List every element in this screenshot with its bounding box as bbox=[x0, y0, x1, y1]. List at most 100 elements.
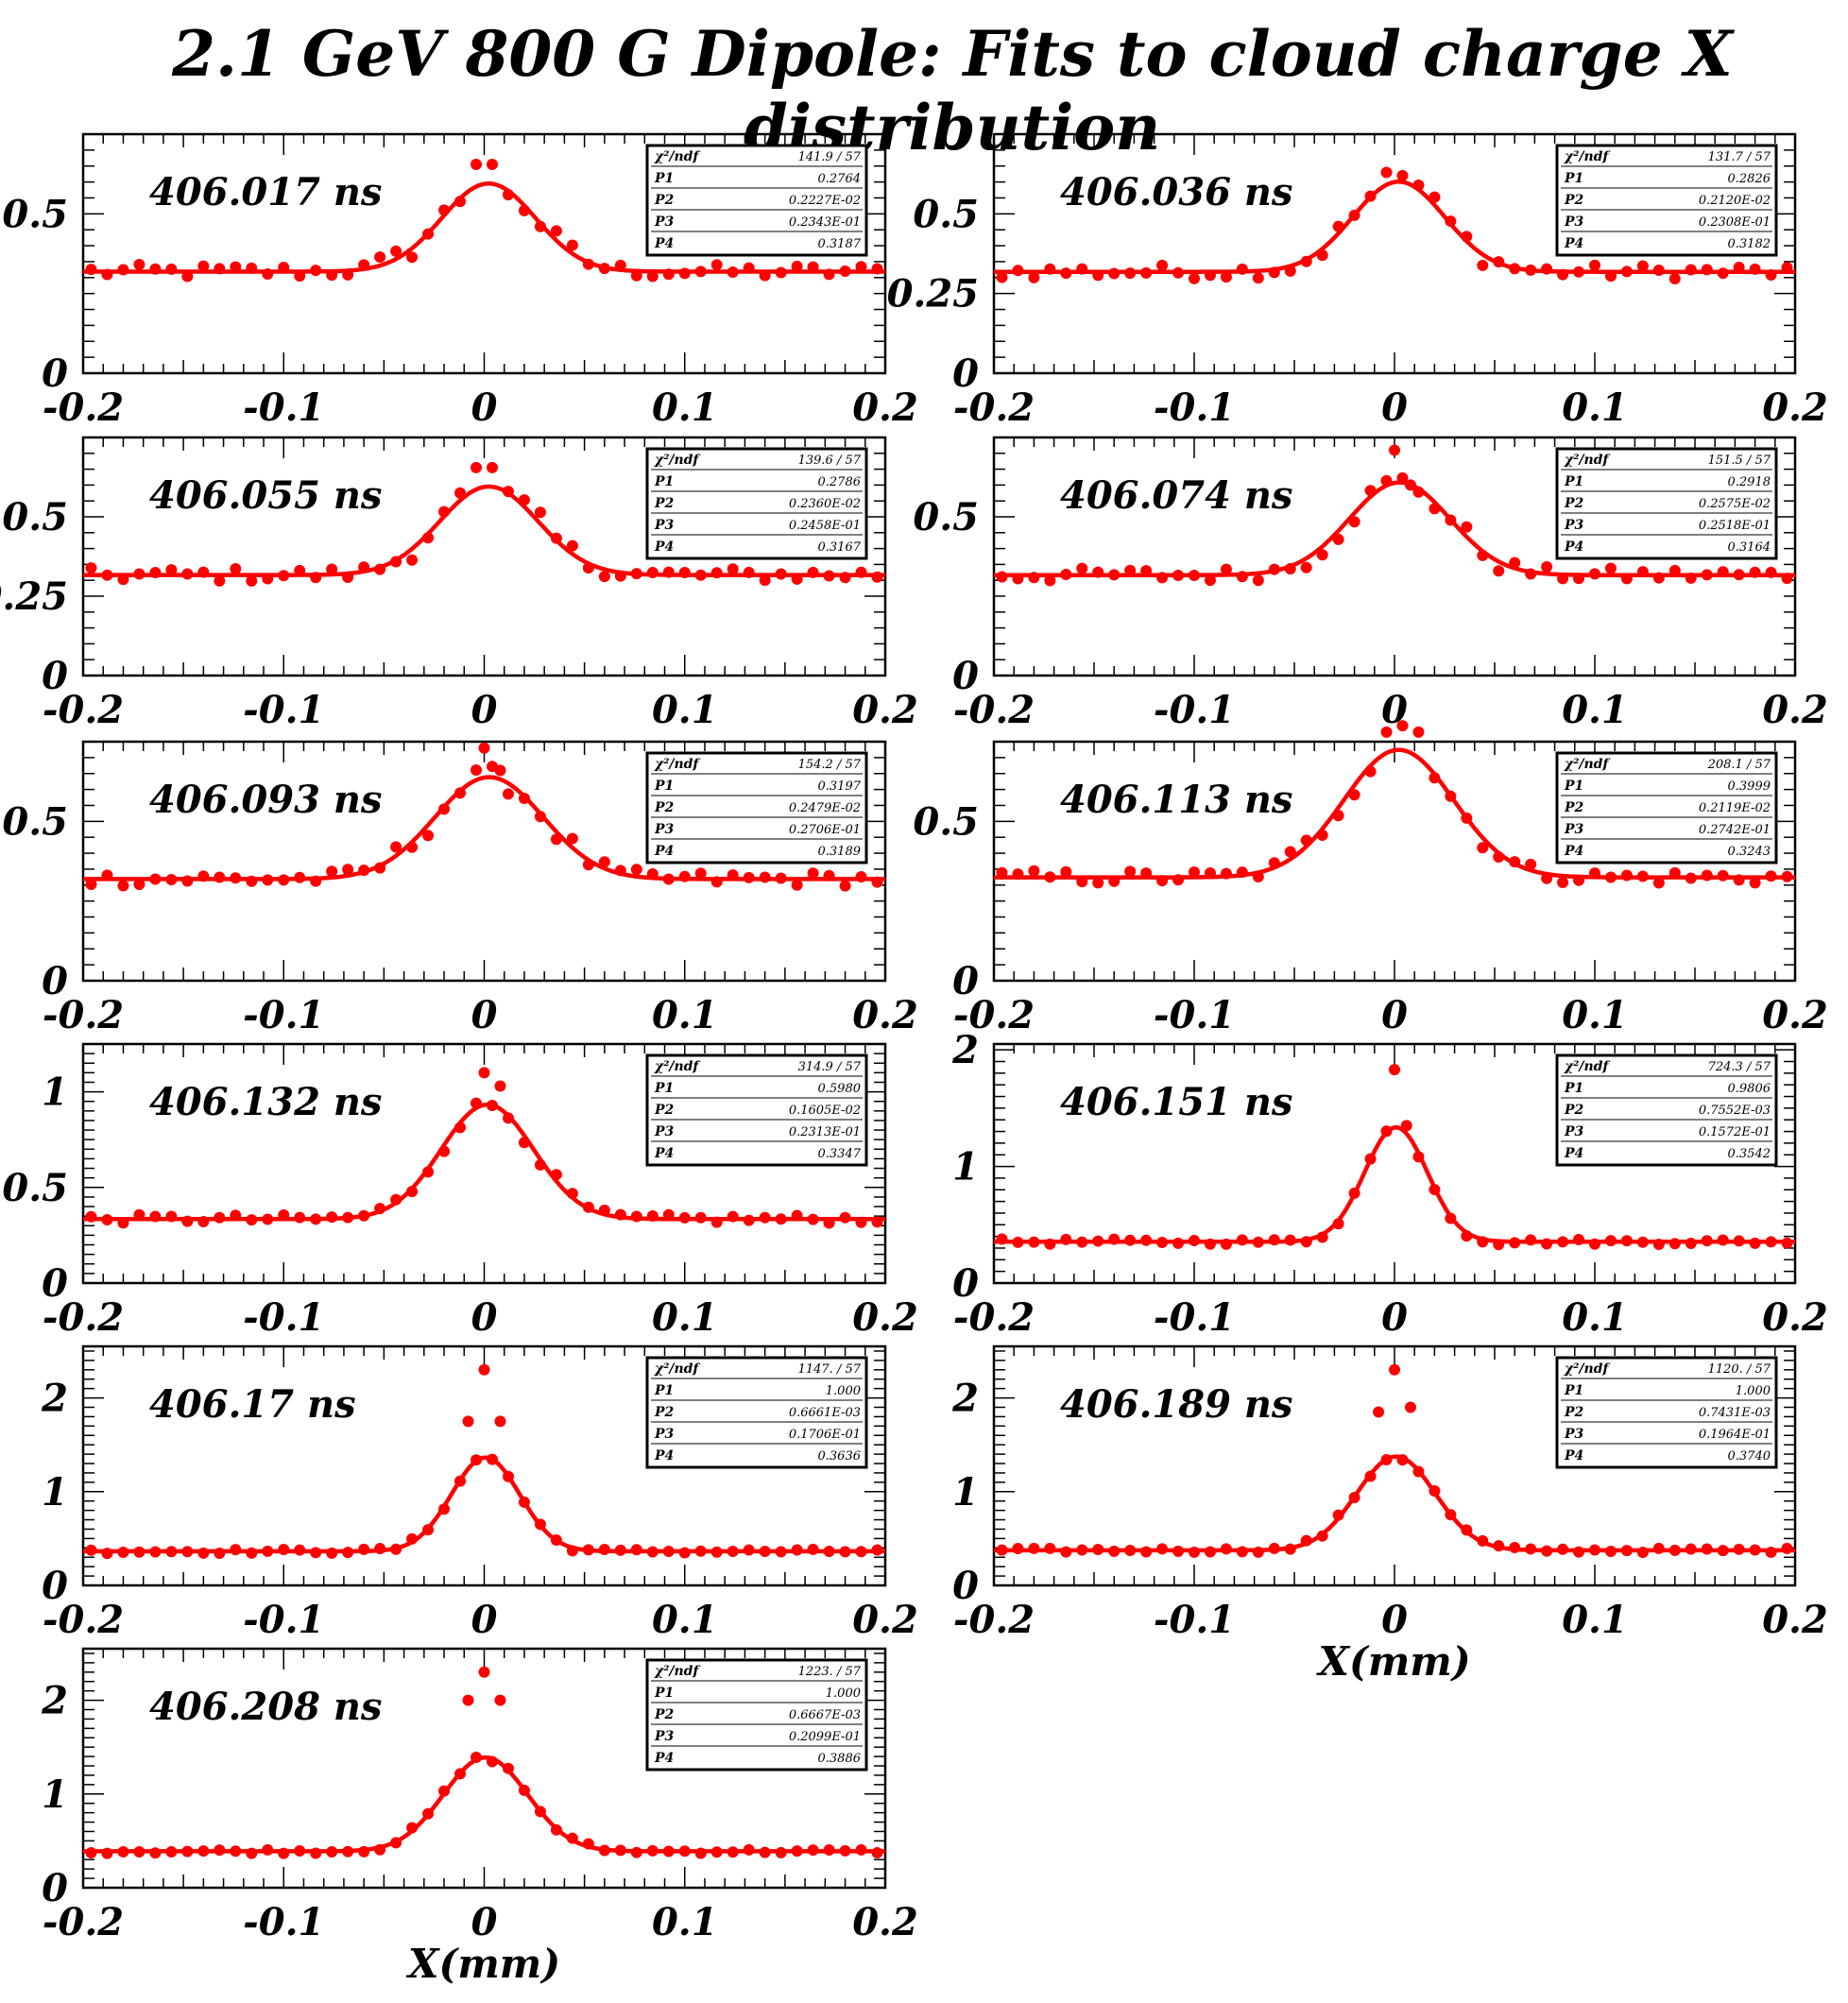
data-point bbox=[1028, 271, 1040, 283]
panel-3: -0.2 -0.1 0 0.1 0.2 0 0.25 0.5 406.055 ns χ²/ndf 1… bbox=[0, 436, 918, 732]
data-point bbox=[133, 1546, 145, 1558]
y-tick-label: 2 bbox=[41, 1679, 68, 1723]
data-point bbox=[694, 867, 707, 880]
data-point bbox=[390, 1837, 402, 1849]
stats-param-label: P3 bbox=[1564, 518, 1584, 533]
data-point bbox=[1749, 1544, 1761, 1556]
data-point bbox=[1284, 1234, 1296, 1246]
data-point bbox=[454, 487, 467, 499]
data-point bbox=[1124, 564, 1137, 576]
data-point bbox=[85, 1846, 97, 1858]
data-point bbox=[582, 1201, 594, 1213]
data-point bbox=[1765, 870, 1777, 882]
data-point bbox=[791, 1209, 803, 1222]
stats-box bbox=[645, 447, 868, 560]
data-point bbox=[85, 264, 97, 276]
stats-param-value: 0.3636 bbox=[818, 1449, 862, 1464]
stats-param-value: 0.3167 bbox=[818, 540, 862, 555]
x-tick-label: -0.2 bbox=[43, 1295, 124, 1340]
data-point bbox=[1060, 267, 1072, 280]
data-point bbox=[1316, 1231, 1328, 1243]
data-point bbox=[1525, 264, 1537, 276]
data-point bbox=[1268, 857, 1280, 869]
data-point bbox=[1236, 1546, 1248, 1558]
data-point bbox=[710, 876, 723, 888]
data-point bbox=[1668, 1238, 1681, 1250]
stats-param-value: 0.2786 bbox=[818, 475, 862, 489]
data-point bbox=[1509, 1237, 1521, 1249]
data-point bbox=[1589, 867, 1600, 880]
data-point bbox=[630, 1544, 642, 1556]
data-point bbox=[1749, 877, 1761, 889]
data-point bbox=[614, 1544, 626, 1556]
data-point bbox=[133, 568, 145, 580]
y-tick-label: 0 bbox=[42, 1564, 68, 1608]
data-point bbox=[1701, 1235, 1713, 1247]
panel-5: -0.2 -0.1 0 0.1 0.2 0 0.5 406.093 ns χ²/ndf 154.2… bbox=[2, 740, 918, 1037]
y-tick-label: 0.5 bbox=[913, 799, 979, 844]
data-point bbox=[1204, 1238, 1216, 1250]
data-point bbox=[278, 262, 290, 274]
data-point bbox=[791, 1845, 803, 1857]
panel-9: -0.2 -0.1 0 0.1 0.2 0 1 2 406.17 ns χ²/ndf 1147. /… bbox=[41, 1344, 918, 1642]
data-point bbox=[101, 1213, 113, 1225]
data-point bbox=[743, 1843, 755, 1856]
data-point bbox=[550, 1534, 562, 1547]
stats-chi2-value: 139.6 / 57 bbox=[798, 454, 862, 468]
data-point bbox=[727, 869, 739, 882]
data-point bbox=[342, 1845, 354, 1857]
data-point bbox=[566, 1832, 578, 1844]
data-point bbox=[1685, 264, 1697, 276]
stats-param-label: P1 bbox=[654, 474, 674, 489]
data-point bbox=[454, 1475, 467, 1487]
data-point bbox=[1765, 1546, 1777, 1558]
data-point bbox=[246, 1847, 258, 1859]
data-point bbox=[310, 875, 322, 887]
stats-param-value: 0.2575E-02 bbox=[1699, 497, 1771, 511]
data-point bbox=[1300, 1534, 1312, 1547]
x-tick-label: 0 bbox=[471, 385, 498, 430]
data-point bbox=[342, 268, 354, 281]
data-point bbox=[1557, 876, 1569, 888]
data-point bbox=[342, 1547, 354, 1559]
data-point bbox=[727, 563, 739, 575]
data-point bbox=[1685, 1543, 1697, 1555]
data-point bbox=[855, 1216, 867, 1228]
data-point bbox=[855, 1546, 867, 1558]
data-point bbox=[1445, 1509, 1457, 1521]
data-point bbox=[871, 876, 883, 888]
data-point bbox=[197, 566, 210, 578]
data-point-peak bbox=[1400, 1120, 1412, 1132]
data-point bbox=[1701, 869, 1713, 882]
data-point bbox=[678, 267, 691, 280]
data-point bbox=[1781, 262, 1793, 274]
data-point bbox=[1189, 1546, 1200, 1558]
x-tick-label: -0.1 bbox=[243, 688, 324, 732]
data-point bbox=[1461, 1230, 1473, 1242]
data-point bbox=[630, 1210, 642, 1223]
data-point bbox=[374, 1203, 386, 1215]
data-point bbox=[694, 569, 707, 581]
x-tick-label: -0.1 bbox=[243, 1900, 324, 1944]
stats-chi2-value: 1147. / 57 bbox=[798, 1362, 862, 1377]
data-point bbox=[1685, 872, 1697, 884]
data-point-peak bbox=[471, 461, 483, 473]
data-point bbox=[246, 1547, 258, 1559]
data-point bbox=[1589, 1544, 1600, 1556]
x-tick-label: 0.2 bbox=[852, 688, 918, 732]
data-point bbox=[598, 263, 610, 275]
stats-param-value: 0.2706E-01 bbox=[789, 823, 861, 837]
data-point bbox=[246, 875, 258, 887]
stats-param-value: 0.3999 bbox=[1728, 779, 1771, 794]
data-point bbox=[1252, 1236, 1264, 1248]
data-point bbox=[1652, 1542, 1665, 1554]
data-point bbox=[117, 574, 129, 586]
y-tick-label: 1 bbox=[42, 1470, 68, 1515]
data-point bbox=[454, 1121, 467, 1134]
data-point bbox=[855, 871, 867, 883]
data-point bbox=[727, 1846, 739, 1858]
data-point bbox=[1765, 1236, 1777, 1248]
data-point bbox=[101, 1548, 113, 1560]
data-point bbox=[662, 1845, 675, 1857]
data-point bbox=[486, 1453, 498, 1465]
